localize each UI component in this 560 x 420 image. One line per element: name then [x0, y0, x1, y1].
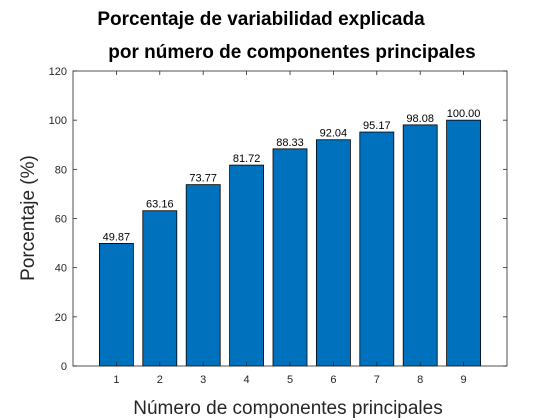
x-tick-label-3: 3 [200, 374, 206, 386]
x-tick-label-6: 6 [330, 374, 336, 386]
x-tick-label-9: 9 [461, 374, 467, 386]
bar-5 [272, 148, 308, 367]
data-label-2: 63.16 [146, 199, 174, 211]
y-axis-label: Porcentaje (%) [18, 155, 39, 281]
data-label-8: 98.08 [406, 113, 434, 125]
bar-3 [185, 184, 221, 367]
plot-area: 49.87 63.16 73.77 81.72 88.33 92.04 95.17 98.08… [49, 66, 508, 386]
y-tick-label-100: 100 [49, 115, 67, 127]
y-tick-label-40: 40 [55, 263, 67, 275]
data-label-6: 92.04 [320, 128, 348, 140]
x-axis-label: Número de componentes principales [133, 398, 442, 419]
chart-title-line-1: Porcentaje de variabilidad explicada [97, 9, 425, 30]
y-tick-label-120: 120 [49, 66, 67, 78]
data-label-5: 88.33 [276, 137, 304, 149]
data-label-3: 73.77 [189, 173, 217, 185]
data-label-4: 81.72 [233, 153, 261, 165]
y-tick-label-80: 80 [55, 164, 67, 176]
bar-9 [446, 119, 482, 367]
x-tick-label-4: 4 [244, 374, 250, 386]
bar-6 [315, 139, 351, 367]
data-label-7: 95.17 [363, 120, 391, 132]
y-tick-label-0: 0 [61, 361, 67, 373]
bar-7 [359, 131, 395, 367]
x-tick-label-7: 7 [374, 374, 380, 386]
x-tick-label-2: 2 [157, 374, 163, 386]
y-tick-label-60: 60 [55, 214, 67, 226]
x-tick-label-5: 5 [287, 374, 293, 386]
chart-title-line-2: por número de componentes principales [108, 42, 475, 63]
bar-1 [99, 243, 134, 367]
y-tick-label-20: 20 [55, 312, 67, 324]
x-tick-label-8: 8 [417, 374, 423, 386]
bar-2 [142, 210, 178, 367]
data-label-1: 49.87 [103, 231, 131, 243]
bar-4 [229, 164, 265, 367]
bar-8 [402, 124, 438, 367]
x-tick-label-1: 1 [113, 374, 119, 386]
data-label-9: 100.00 [447, 108, 481, 120]
